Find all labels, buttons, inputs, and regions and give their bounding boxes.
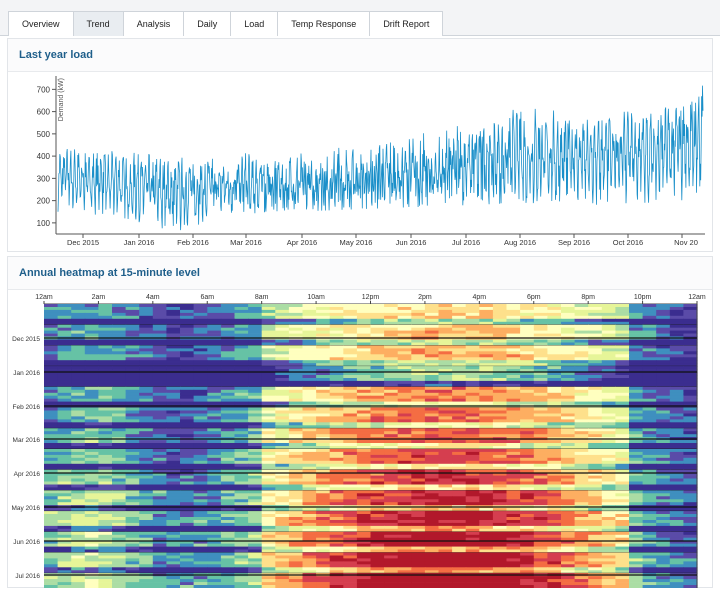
- y-tick-label: 500: [37, 130, 51, 139]
- heatmap-x-label: 12am: [688, 294, 706, 301]
- y-tick-label: 400: [37, 152, 51, 161]
- heatmap-y-label: May 2016: [11, 505, 40, 512]
- heatmap-x-label: 12am: [35, 294, 53, 301]
- trend-panel-title: Last year load: [8, 39, 712, 72]
- heatmap-cells: [44, 304, 698, 589]
- y-tick-label: 700: [37, 85, 51, 94]
- y-tick-label: 100: [37, 219, 51, 228]
- x-tick-label: Mar 2016: [230, 238, 262, 247]
- tab-daily[interactable]: Daily: [183, 11, 231, 36]
- tab-list: Overview Trend Analysis Daily Load Temp …: [8, 11, 444, 36]
- x-tick-label: Dec 2015: [67, 238, 99, 247]
- x-tick-label: Feb 2016: [177, 238, 209, 247]
- x-tick-label: Apr 2016: [287, 238, 317, 247]
- heatmap-x-label: 8am: [255, 294, 269, 301]
- heatmap-panel-title: Annual heatmap at 15-minute level: [8, 257, 712, 290]
- x-tick-label: Nov 20: [674, 238, 698, 247]
- y-axis-label: Demand (kW): [58, 78, 65, 121]
- y-tick-label: 300: [37, 174, 51, 183]
- heatmap-x-label: 10am: [307, 294, 325, 301]
- heatmap-y-label: Mar 2016: [13, 437, 41, 444]
- y-tick-label: 600: [37, 108, 51, 117]
- heatmap-x-label: 2pm: [418, 294, 432, 301]
- heatmap-y-label: Jul 2016: [15, 573, 40, 580]
- x-tick-label: May 2016: [340, 238, 373, 247]
- tab-load[interactable]: Load: [230, 11, 278, 36]
- heatmap-x-label: 6am: [200, 294, 214, 301]
- tab-overview[interactable]: Overview: [8, 11, 73, 36]
- heatmap-x-label: 6pm: [527, 294, 541, 301]
- tab-temp-response[interactable]: Temp Response: [277, 11, 370, 36]
- heatmap-x-label: 2am: [92, 294, 106, 301]
- heatmap-x-label: 12pm: [362, 294, 380, 301]
- tab-analysis[interactable]: Analysis: [122, 11, 184, 36]
- trend-plot-area: [56, 76, 705, 234]
- heatmap-y-label: Jan 2016: [13, 370, 40, 377]
- x-tick-label: Aug 2016: [504, 238, 536, 247]
- heatmap-x-label: 8pm: [581, 294, 595, 301]
- heatmap-y-label: Apr 2016: [14, 471, 41, 478]
- y-tick-label: 200: [37, 197, 51, 206]
- heatmap-y-label: Feb 2016: [13, 404, 41, 411]
- heatmap-y-label: Jun 2016: [13, 539, 40, 546]
- trend-panel: Last year load 100 200 300 400 500 600 700 Dema…: [7, 38, 713, 252]
- heatmap-x-label: 10pm: [634, 294, 652, 301]
- x-tick-label: Jun 2016: [396, 238, 427, 247]
- heatmap-x-label: 4pm: [473, 294, 487, 301]
- heatmap-y-label: Dec 2015: [12, 336, 40, 343]
- x-tick-label: Jul 2016: [452, 238, 480, 247]
- tab-drift-report[interactable]: Drift Report: [369, 11, 444, 36]
- tab-bar: Overview Trend Analysis Daily Load Temp …: [0, 0, 720, 36]
- heatmap-chart: 12am 2am 4am 6am 8am 10am 12pm 2pm 4pm 6pm 8pm 10pm…: [11, 294, 706, 589]
- heatmap-panel: Annual heatmap at 15-minute level 12am 2a…: [7, 256, 713, 589]
- trend-chart: 100 200 300 400 500 600 700 Demand (kW) Dec 2015…: [37, 76, 705, 247]
- x-tick-label: Sep 2016: [558, 238, 590, 247]
- demand-series-line: [57, 85, 704, 231]
- tab-trend[interactable]: Trend: [72, 11, 123, 36]
- heatmap-x-label: 4am: [146, 294, 160, 301]
- x-tick-label: Oct 2016: [613, 238, 643, 247]
- x-tick-label: Jan 2016: [124, 238, 155, 247]
